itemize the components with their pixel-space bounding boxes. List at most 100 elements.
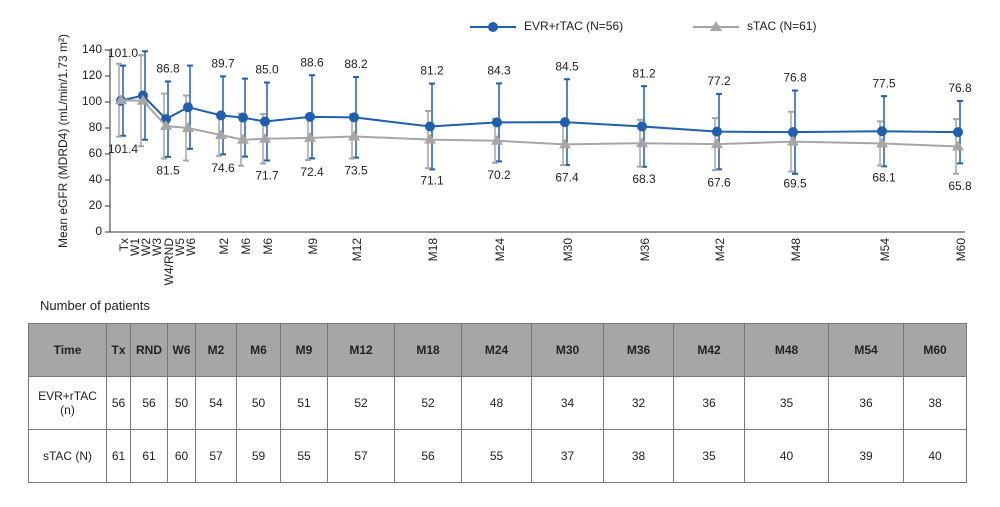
value-label: 101.4 [108,142,138,156]
point [491,134,503,145]
x-tick-label: W4/RND [162,238,176,286]
patients-table: Time Tx RND W6 M2 M6 M9 M12 M18 M24 M30 M36 M42 M48 M5… [28,323,967,483]
table-cell: 35 [744,376,829,430]
value-label: 76.8 [948,81,972,95]
table-cell: 50 [236,376,281,430]
table-cell: RND [130,323,168,377]
table-cell: 40 [903,429,967,483]
x-tick-label: W1 [128,238,142,256]
point [237,133,249,144]
value-label: 77.5 [872,76,896,90]
table-cell: 32 [603,376,674,430]
table-cell: M6 [236,323,281,377]
y-tick-label: 80 [89,120,103,134]
point [787,135,799,146]
table-cell: 38 [603,429,674,483]
point [259,132,271,143]
x-tick-label: M54 [878,238,892,262]
table-row: Time Tx RND W6 M2 M6 M9 M12 M18 M24 M30 M36 M42 M48 M5… [28,323,967,377]
x-tick-label: M30 [561,238,575,262]
y-tick-label: 40 [89,172,103,186]
x-tick-label: Tx [117,238,131,251]
x-tick-label: M36 [638,238,652,262]
x-tick-label: M6 [261,238,275,255]
table-cell: Tx [106,323,131,377]
point [304,131,316,142]
point [161,114,171,125]
table-cell: EVR+rTAC (n) [28,376,107,430]
x-tick-label: W5 [173,238,187,256]
point [215,129,227,140]
value-label: 77.2 [707,74,731,88]
point [183,102,193,113]
legend-label: sTAC (N=61) [747,19,816,33]
table-cell: M9 [280,323,328,377]
table-cell: 36 [673,376,745,430]
table-cell: 34 [531,376,604,430]
value-label: 84.5 [555,59,579,73]
point [238,112,248,123]
x-tick-label: M24 [493,238,507,262]
point [424,133,436,144]
point [182,122,194,132]
value-label: 81.2 [420,64,444,78]
point [788,127,798,138]
legend-marker [488,22,498,32]
x-tick-label: M18 [426,238,440,262]
table-cell: 48 [461,376,532,430]
value-label: 68.3 [632,172,656,186]
value-label: 101.0 [108,46,138,60]
table-cell: 52 [327,376,395,430]
x-tick-label: M12 [350,238,364,262]
table-title: Number of patients [40,298,150,313]
point [260,116,270,127]
table-cell: M18 [394,323,462,377]
value-label: 72.4 [300,165,324,179]
point [492,117,502,128]
table-cell: 38 [903,376,967,430]
point [953,127,963,138]
point [216,110,226,121]
x-tick-label: M2 [217,238,231,255]
legend-marker [710,21,722,31]
point [877,126,887,137]
table-cell: M42 [673,323,745,377]
series-line [120,99,959,148]
table-cell: 55 [280,429,328,483]
point [952,140,964,151]
point [115,94,127,105]
value-label: 76.8 [783,71,807,85]
x-tick-label: W6 [184,238,198,256]
value-label: 84.3 [487,64,511,78]
table-cell: 57 [195,429,237,483]
table-cell: 40 [744,429,829,483]
point [637,121,647,132]
value-label: 73.5 [344,164,368,178]
value-label: 71.1 [420,173,444,187]
y-tick-label: 60 [89,146,103,160]
value-label: 67.6 [707,175,731,189]
x-tick-label: W2 [139,238,153,256]
table-cell: 39 [828,429,904,483]
table-cell: 56 [106,376,131,430]
table-cell: 55 [461,429,532,483]
value-label: 69.5 [783,177,807,191]
table-cell: M36 [603,323,674,377]
table-cell: 59 [236,429,281,483]
table-cell: 61 [106,429,131,483]
table-cell: 56 [130,376,168,430]
point [349,112,359,123]
value-label: 71.7 [255,169,279,183]
value-label: 68.1 [872,171,896,185]
table-cell: 51 [280,376,328,430]
table-cell: 35 [673,429,745,483]
x-tick-label: M6 [239,238,253,255]
point [559,138,571,149]
y-axis-title: Mean eGFR (MDRD4) (mL/min/1.73 m²) [56,34,70,248]
y-tick-label: 0 [95,224,102,238]
table-cell: M48 [744,323,829,377]
y-tick-label: 20 [89,198,103,212]
x-tick-label: M48 [789,238,803,262]
value-label: 88.2 [344,57,368,71]
